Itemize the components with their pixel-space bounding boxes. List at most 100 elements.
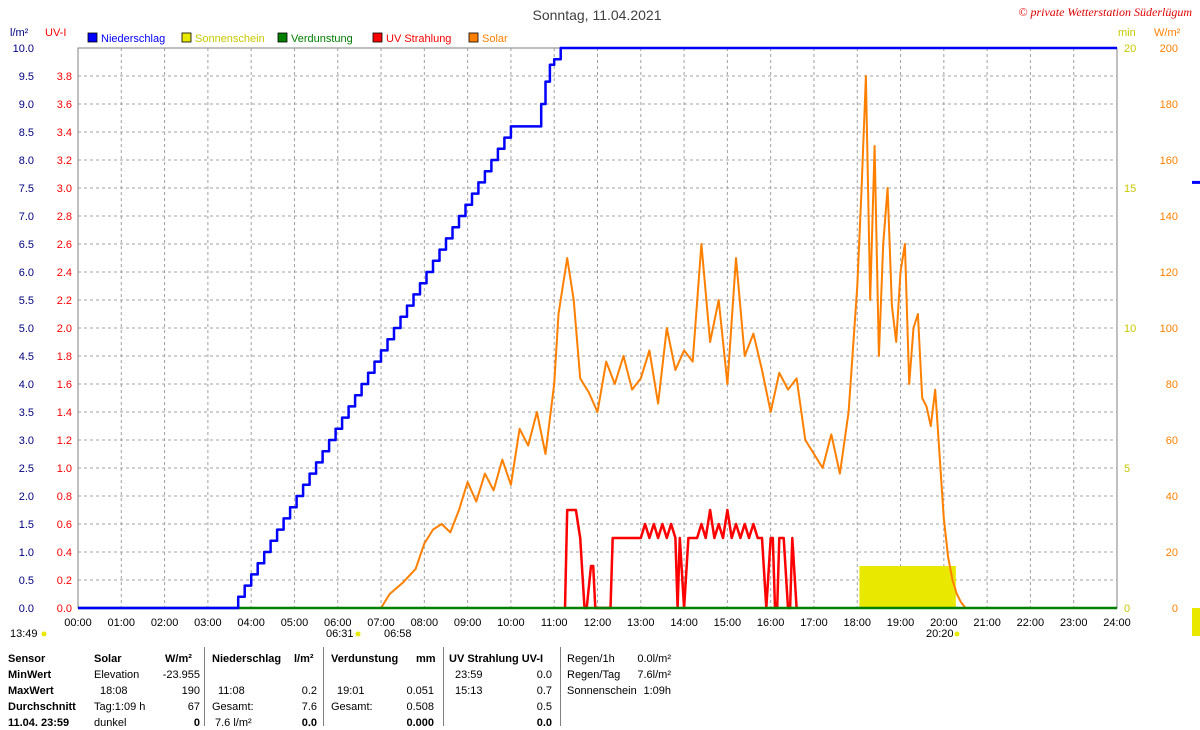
uv-tick-label: 2.8	[57, 211, 72, 223]
legend-label: Niederschlag	[101, 33, 165, 45]
x-tick-label: 14:00	[670, 617, 698, 629]
legend-swatch	[87, 32, 98, 43]
x-tick-label: 23:00	[1060, 617, 1088, 629]
precip-tick-label: 1.5	[19, 519, 34, 531]
cell: 0.2	[301, 685, 317, 697]
precip-tick-label: 6.5	[19, 239, 34, 251]
uv-tick-label: 1.0	[57, 463, 72, 475]
wm2-tick-label: 100	[1160, 323, 1178, 335]
cell: 15:13	[455, 685, 483, 697]
extra-label: Regen/Tag	[567, 669, 621, 681]
uv-tick-label: 3.4	[57, 127, 72, 139]
x-tick-label: 21:00	[973, 617, 1001, 629]
niederschlag-line	[78, 46, 1117, 610]
sun-marker	[41, 631, 47, 637]
x-tick-label: 01:00	[108, 617, 136, 629]
stats-header-niederschlag: Niederschlag	[212, 653, 282, 665]
stats-separator	[204, 647, 205, 726]
legend-swatch	[277, 32, 288, 43]
row-label: MinWert	[8, 669, 52, 681]
cell: 0.0	[301, 717, 317, 729]
legend-swatch	[181, 32, 192, 43]
uv-tick-label: 2.0	[57, 323, 72, 335]
wm2-tick-label: 0	[1172, 603, 1178, 615]
sunshine-bar	[868, 566, 881, 608]
uv-tick-label: 1.2	[57, 435, 72, 447]
min-tick-label: 10	[1124, 323, 1136, 335]
x-tick-label: 07:00	[367, 617, 395, 629]
uv-tick-label: 3.2	[57, 155, 72, 167]
uv-tick-label: 0.4	[57, 547, 72, 559]
solar-line	[380, 75, 970, 609]
extra-value: 7.6l/m²	[637, 669, 671, 681]
wm2-tick-label: 200	[1160, 43, 1178, 55]
precip-tick-label: 0.5	[19, 575, 34, 587]
x-tick-label: 24:00	[1103, 617, 1131, 629]
precip-tick-label: 0.0	[19, 603, 34, 615]
legend-swatch	[372, 32, 383, 43]
x-tick-label: 08:00	[411, 617, 439, 629]
min-axis-label: min	[1118, 27, 1136, 39]
sunshine-bar	[911, 566, 924, 608]
cell: dunkel	[94, 717, 127, 729]
precip-tick-label: 4.5	[19, 351, 34, 363]
wm2-tick-label: 120	[1160, 267, 1178, 279]
uv-tick-label: 2.6	[57, 239, 72, 251]
stats-header-verdunstung-unit: mm	[416, 653, 436, 665]
legend-label: UV Strahlung	[386, 33, 451, 45]
extra-value: 1:09h	[643, 685, 671, 697]
cell: 11:08	[218, 685, 245, 697]
uv-tick-label: 1.6	[57, 379, 72, 391]
cell: 0.0	[536, 717, 552, 729]
stats-separator	[323, 647, 324, 726]
cell: 18:08	[100, 685, 128, 697]
uv-tick-label: 0.0	[57, 603, 72, 615]
stats-header-uv: UV Strahlung UV-I	[449, 653, 544, 665]
x-tick-label: 04:00	[237, 617, 265, 629]
row-label: Durchschnitt	[8, 701, 76, 713]
precip-tick-label: 10.0	[13, 43, 34, 55]
cell: 0.0	[536, 669, 552, 681]
uv-tick-label: 1.4	[57, 407, 72, 419]
uv-tick-label: 2.2	[57, 295, 72, 307]
sunshine-bar	[900, 566, 913, 608]
row-label: MaxWert	[8, 685, 54, 697]
chart-axes: 00:00 01:00 02:00 03:00 04:00 05:00 06:00 07:00…	[10, 27, 1181, 629]
cell: 7.6	[301, 701, 317, 713]
x-tick-label: 09:00	[454, 617, 482, 629]
wm2-tick-label: 60	[1166, 435, 1178, 447]
legend-label: Sonnenschein	[195, 33, 265, 45]
x-tick-label: 00:00	[64, 617, 92, 629]
x-tick-label: 05:00	[281, 617, 309, 629]
extra-value: 0.0l/m²	[637, 653, 671, 665]
cell: 0.5	[536, 701, 552, 713]
row-label: 11.04. 23:59	[8, 717, 70, 729]
chart-legend: Niederschlag Sonnenschein Verdunstung UV St…	[87, 32, 508, 45]
cell: 19:01	[337, 685, 365, 697]
min-tick-label: 5	[1124, 463, 1130, 475]
precip-tick-label: 7.5	[19, 183, 34, 195]
dawn-label: 06:58	[384, 628, 412, 640]
statistics-table: Sensor Solar W/m² Niederschlag l/m² Verd…	[0, 647, 1200, 729]
chart-title: Sonntag, 11.04.2021	[533, 7, 662, 23]
stats-header-niederschlag-unit: l/m²	[294, 653, 314, 665]
uv-axis-label: UV-I	[45, 27, 66, 39]
precip-tick-label: 1.0	[19, 547, 34, 559]
x-tick-label: 11:00	[541, 617, 568, 629]
x-tick-label: 17:00	[800, 617, 828, 629]
min-tick-label: 15	[1124, 183, 1136, 195]
stats-separator	[443, 647, 444, 726]
sunshine-scale-marker	[1192, 608, 1200, 636]
precip-tick-label: 9.0	[19, 99, 34, 111]
cell: 67	[187, 701, 200, 713]
wm2-tick-label: 40	[1166, 491, 1178, 503]
stats-header-solar: Solar	[94, 653, 122, 665]
x-tick-label: 15:00	[714, 617, 742, 629]
wm2-axis-label: W/m²	[1154, 27, 1181, 39]
precip-tick-label: 8.0	[19, 155, 34, 167]
precip-tick-label: 2.5	[19, 463, 34, 475]
precip-tick-label: 6.0	[19, 267, 34, 279]
precip-tick-label: 8.5	[19, 127, 34, 139]
x-tick-label: 16:00	[757, 617, 785, 629]
cell: 7.6 l/m²	[215, 717, 252, 729]
